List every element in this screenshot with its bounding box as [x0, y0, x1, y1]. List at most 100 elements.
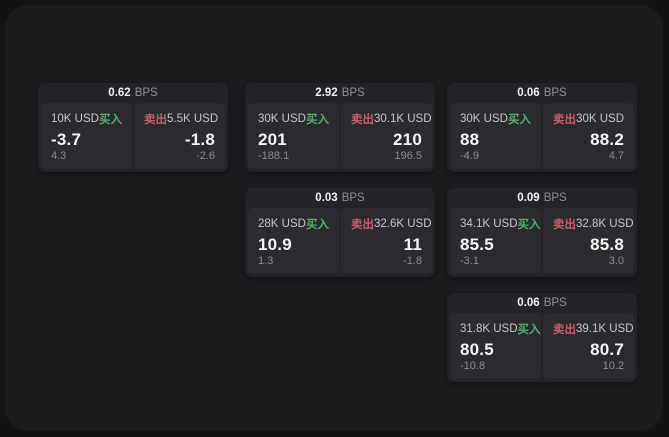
buy-panel[interactable]: 30K USD 买入 88 -4.9: [450, 103, 541, 169]
buy-price: 88: [460, 130, 480, 149]
buy-delta: -3.1: [460, 255, 479, 267]
sell-button[interactable]: 卖出: [553, 216, 576, 232]
buy-price: -3.7: [51, 130, 82, 149]
buy-panel-top: 31.8K USD 买入: [460, 321, 541, 337]
card-body: 10K USD 买入 -3.7 4.3 卖出 5.5K USD -1.8 -2.…: [38, 103, 228, 172]
sell-panel-top: 卖出 32.6K USD: [351, 216, 432, 232]
sell-price: 80.7: [590, 340, 624, 359]
buy-amount: 34.1K USD: [460, 217, 518, 230]
bps-value: 0.06: [517, 297, 540, 309]
buy-amount: 28K USD: [258, 217, 306, 230]
buy-amount: 10K USD: [51, 112, 99, 125]
sell-button[interactable]: 卖出: [351, 111, 374, 127]
quote-card: 0.09 BPS 34.1K USD 买入 85.5 -3.1 卖出 32.8K…: [447, 188, 637, 277]
card-body: 30K USD 买入 88 -4.9 卖出 30K USD 88.2 4.7: [447, 103, 637, 172]
buy-panel[interactable]: 30K USD 买入 201 -188.1: [248, 103, 339, 169]
card-header: 0.06 BPS: [447, 83, 637, 103]
sell-delta: 4.7: [608, 150, 624, 162]
sell-button[interactable]: 卖出: [553, 111, 576, 127]
buy-price: 80.5: [460, 340, 494, 359]
sell-button[interactable]: 卖出: [351, 216, 374, 232]
buy-button[interactable]: 买入: [508, 111, 531, 127]
sell-panel[interactable]: 卖出 32.6K USD 11 -1.8: [341, 208, 432, 274]
card-body: 31.8K USD 买入 80.5 -10.8 卖出 39.1K USD 80.…: [447, 313, 637, 382]
sell-panel[interactable]: 卖出 39.1K USD 80.7 10.2: [543, 313, 634, 379]
buy-button[interactable]: 买入: [306, 216, 329, 232]
sell-delta: -2.6: [196, 150, 215, 162]
sell-button[interactable]: 卖出: [144, 111, 167, 127]
sell-panel[interactable]: 卖出 30.1K USD 210 196.5: [341, 103, 432, 169]
card-header: 0.09 BPS: [447, 188, 637, 208]
sell-delta: 10.2: [602, 360, 624, 372]
sell-amount: 32.8K USD: [576, 217, 634, 230]
sell-panel-top: 卖出 5.5K USD: [144, 111, 219, 127]
sell-delta: 3.0: [608, 255, 624, 267]
sell-amount: 30K USD: [576, 112, 624, 125]
bps-value: 0.62: [108, 87, 131, 99]
buy-delta: -10.8: [460, 360, 486, 372]
bps-unit-label: BPS: [543, 87, 567, 99]
sell-price: -1.8: [184, 130, 215, 149]
card-header: 2.92 BPS: [245, 83, 435, 103]
bps-unit-label: BPS: [543, 297, 567, 309]
bps-unit-label: BPS: [134, 87, 158, 99]
buy-button[interactable]: 买入: [518, 321, 541, 337]
quote-card: 2.92 BPS 30K USD 买入 201 -188.1 卖出 30.1K …: [245, 83, 435, 172]
sell-price: 210: [393, 130, 422, 149]
buy-amount: 31.8K USD: [460, 322, 518, 335]
bps-unit-label: BPS: [543, 192, 567, 204]
buy-price: 85.5: [460, 235, 494, 254]
sell-panel[interactable]: 卖出 30K USD 88.2 4.7: [543, 103, 634, 169]
sell-price: 88.2: [590, 130, 624, 149]
card-header: 0.06 BPS: [447, 293, 637, 313]
bps-value: 0.03: [315, 192, 338, 204]
quote-card: 0.62 BPS 10K USD 买入 -3.7 4.3 卖出 5.5K USD…: [38, 83, 228, 172]
sell-amount: 30.1K USD: [374, 112, 432, 125]
card-body: 34.1K USD 买入 85.5 -3.1 卖出 32.8K USD 85.8…: [447, 208, 637, 277]
bps-value: 2.92: [315, 87, 338, 99]
bps-value: 0.06: [517, 87, 540, 99]
sell-amount: 39.1K USD: [576, 322, 634, 335]
buy-price: 201: [258, 130, 287, 149]
buy-delta: -188.1: [258, 150, 290, 162]
bps-unit-label: BPS: [341, 192, 365, 204]
buy-panel-top: 34.1K USD 买入: [460, 216, 541, 232]
sell-panel-top: 卖出 32.8K USD: [553, 216, 634, 232]
buy-button[interactable]: 买入: [306, 111, 329, 127]
quote-card: 0.06 BPS 30K USD 买入 88 -4.9 卖出 30K USD 8…: [447, 83, 637, 172]
card-body: 30K USD 买入 201 -188.1 卖出 30.1K USD 210 1…: [245, 103, 435, 172]
buy-panel-top: 30K USD 买入: [460, 111, 531, 127]
bps-unit-label: BPS: [341, 87, 365, 99]
buy-button[interactable]: 买入: [518, 216, 541, 232]
bps-value: 0.09: [517, 192, 540, 204]
buy-price: 10.9: [258, 235, 292, 254]
sell-panel[interactable]: 卖出 5.5K USD -1.8 -2.6: [134, 103, 225, 169]
buy-panel-top: 28K USD 买入: [258, 216, 329, 232]
sell-panel[interactable]: 卖出 32.8K USD 85.8 3.0: [543, 208, 634, 274]
buy-delta: 1.3: [258, 255, 274, 267]
buy-amount: 30K USD: [460, 112, 508, 125]
buy-amount: 30K USD: [258, 112, 306, 125]
card-header: 0.03 BPS: [245, 188, 435, 208]
quote-card: 0.06 BPS 31.8K USD 买入 80.5 -10.8 卖出 39.1…: [447, 293, 637, 382]
card-header: 0.62 BPS: [38, 83, 228, 103]
buy-panel[interactable]: 34.1K USD 买入 85.5 -3.1: [450, 208, 541, 274]
sell-amount: 5.5K USD: [167, 112, 219, 125]
card-body: 28K USD 买入 10.9 1.3 卖出 32.6K USD 11 -1.8: [245, 208, 435, 277]
sell-delta: 196.5: [394, 150, 422, 162]
buy-delta: -4.9: [460, 150, 479, 162]
sell-price: 11: [403, 235, 422, 254]
sell-price: 85.8: [590, 235, 624, 254]
sell-panel-top: 卖出 30.1K USD: [351, 111, 432, 127]
sell-panel-top: 卖出 30K USD: [553, 111, 624, 127]
buy-panel[interactable]: 10K USD 买入 -3.7 4.3: [41, 103, 132, 169]
buy-delta: 4.3: [51, 150, 67, 162]
buy-button[interactable]: 买入: [99, 111, 122, 127]
sell-button[interactable]: 卖出: [553, 321, 576, 337]
sell-delta: -1.8: [403, 255, 422, 267]
quote-card: 0.03 BPS 28K USD 买入 10.9 1.3 卖出 32.6K US…: [245, 188, 435, 277]
buy-panel[interactable]: 28K USD 买入 10.9 1.3: [248, 208, 339, 274]
buy-panel-top: 10K USD 买入: [51, 111, 122, 127]
buy-panel[interactable]: 31.8K USD 买入 80.5 -10.8: [450, 313, 541, 379]
buy-panel-top: 30K USD 买入: [258, 111, 329, 127]
